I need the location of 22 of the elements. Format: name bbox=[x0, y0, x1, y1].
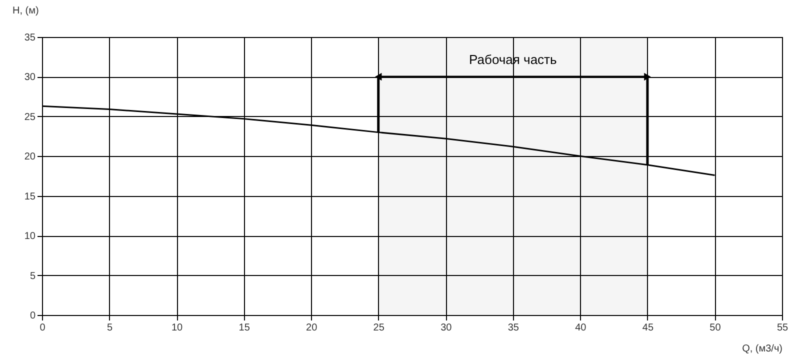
y-axis-title: H, (м) bbox=[12, 6, 39, 16]
x-tick-label: 15 bbox=[238, 322, 250, 334]
x-tick-label: 0 bbox=[40, 322, 46, 334]
y-tick-label: 35 bbox=[24, 32, 36, 44]
x-tick-label: 45 bbox=[642, 322, 654, 334]
y-tick-label: 25 bbox=[24, 112, 36, 123]
x-tick-label: 5 bbox=[106, 322, 113, 334]
x-tick-label: 30 bbox=[440, 322, 452, 334]
y-tick-label: 15 bbox=[24, 191, 36, 202]
x-tick-label: 20 bbox=[306, 322, 318, 334]
x-tick-label: 55 bbox=[776, 322, 788, 334]
y-tick-label: 30 bbox=[24, 72, 36, 84]
x-axis-title: Q, (м3/ч) bbox=[742, 344, 782, 354]
x-tick-label: 40 bbox=[575, 322, 587, 334]
y-tick-label: 5 bbox=[30, 270, 36, 282]
x-tick-label: 50 bbox=[710, 322, 722, 334]
x-tick-label: 25 bbox=[373, 322, 385, 334]
y-tick-label: 10 bbox=[24, 231, 36, 242]
y-tick-label: 20 bbox=[24, 152, 36, 163]
y-tick-label: 0 bbox=[30, 310, 36, 322]
x-tick-label: 35 bbox=[508, 322, 520, 334]
x-tick-label: 10 bbox=[171, 322, 184, 334]
